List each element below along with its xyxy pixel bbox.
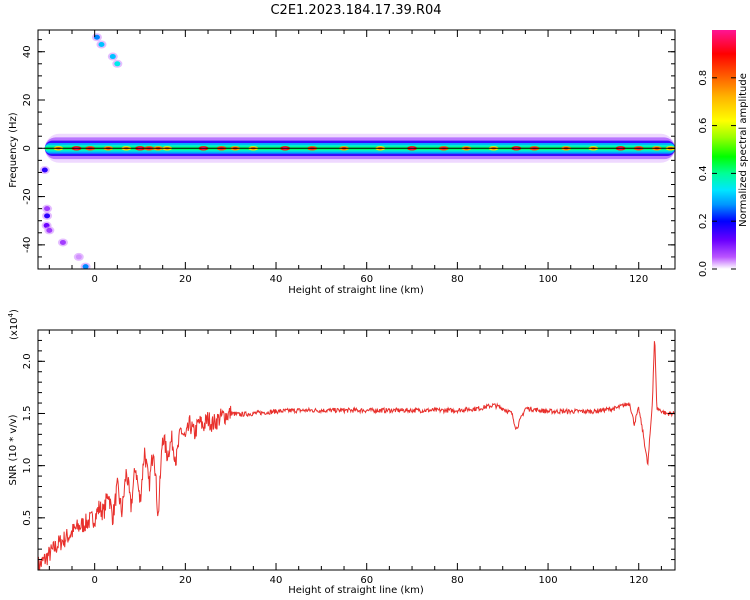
snr-series-line [38,341,675,570]
colorbar-bar [712,30,736,269]
spectrogram-ytick-label: 40 [22,45,33,58]
snr-scale-exponent: 4 [7,312,15,317]
svg-text:(x104): (x104) [7,309,20,340]
snr-xlabel: Height of straight line (km) [288,585,424,596]
colorbar-tick-label: 0.6 [698,118,709,134]
snr-ticks: 0 20 40 60 80 100 120 0.5 1.0 1.5 2.0 [22,330,675,586]
spectrogram-xtick-label: 80 [451,274,464,285]
spectrogram-blob [75,254,82,260]
spectrogram-ytick-label: 0 [22,145,33,151]
snr-ytick-label: 0.5 [22,510,33,526]
colorbar-tick-label: 0.8 [698,70,709,86]
snr-ytick-label: 1.5 [22,406,33,422]
snr-xtick-label: 0 [91,575,97,586]
spectrogram-xtick-label: 0 [91,274,97,285]
spectrogram-blob [41,167,48,173]
spectrogram-blob [59,239,66,245]
spectrogram-blob [114,61,121,67]
spectrogram-panel: 0 20 40 60 80 100 120 -40 -20 0 20 40 Height of str… [8,29,676,296]
spectrogram-xtick-label: 60 [360,274,373,285]
spectrogram-blob [44,206,51,212]
spectrogram-ylabel: Frequency (Hz) [8,112,19,188]
snr-scale-prefix: (x10 [9,317,20,340]
spectrogram-blob [46,227,53,233]
snr-ytick-label: 2.0 [22,353,33,369]
snr-xtick-label: 60 [360,575,373,586]
colorbar-tick-label: 0.0 [698,261,709,277]
colorbar-ticks: 0.0 0.2 0.4 0.6 0.8 [698,70,736,277]
snr-xtick-label: 80 [451,575,464,586]
snr-ytick-label: 1.0 [22,458,33,474]
spectrogram-xtick-label: 120 [629,274,648,285]
colorbar: 0.0 0.2 0.4 0.6 0.8 Normalized spectral ampl… [698,30,749,277]
snr-panel: 0 20 40 60 80 100 120 0.5 1.0 1.5 2.0 Height of st… [7,309,676,596]
colorbar-tick-label: 0.2 [698,213,709,229]
chart-title: C2E1.2023.184.17.39.R04 [270,3,441,18]
snr-xtick-label: 100 [539,575,558,586]
spectrogram-xlabel: Height of straight line (km) [288,285,424,296]
spectrogram-ytick-label: -40 [22,237,33,253]
colorbar-tick-label: 0.4 [698,165,709,181]
spectrogram-ytick-label: -20 [22,188,33,204]
spectrogram-blob [44,213,51,219]
spectrogram-ticks: 0 20 40 60 80 100 120 -40 -20 0 20 40 [22,30,675,285]
snr-frame [37,329,676,571]
snr-xtick-label: 20 [179,575,192,586]
spectrogram-xtick-label: 40 [270,274,283,285]
spectrogram-blob [93,34,100,40]
spectrogram-blob [109,54,116,60]
spectrogram-image [39,33,675,269]
snr-xtick-label: 40 [270,575,283,586]
spectrogram-blob [82,264,89,269]
snr-ylabel: SNR (10 * v/v) [8,414,19,485]
snr-xtick-label: 120 [629,575,648,586]
spectrogram-frame [37,29,676,270]
snr-scale-label: (x104) [7,309,20,340]
spectrogram-blob [98,41,105,47]
spectrogram-xtick-label: 100 [539,274,558,285]
colorbar-label: Normalized spectral amplitude [738,73,749,227]
spectrogram-xtick-label: 20 [179,274,192,285]
spectrogram-ytick-label: 20 [22,94,33,107]
